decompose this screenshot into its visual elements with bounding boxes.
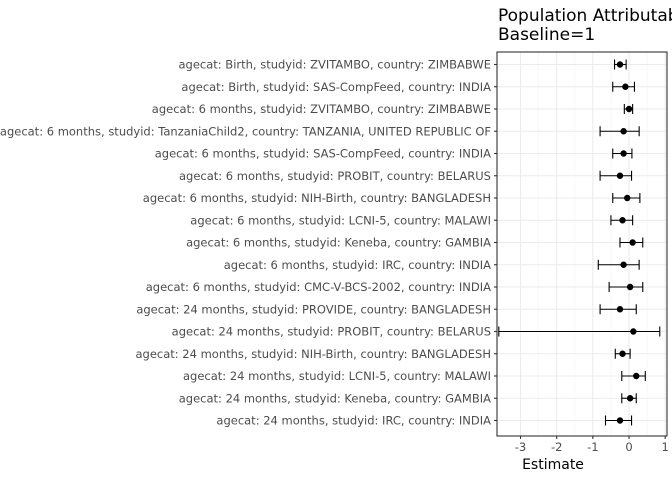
estimate-point <box>620 128 627 135</box>
estimate-point <box>624 194 631 202</box>
y-tick-label: agecat: 6 months, studyid: Keneba, count… <box>186 236 491 250</box>
y-tick-label: agecat: 6 months, studyid: LCNI-5, count… <box>190 213 491 227</box>
estimate-point <box>620 261 627 268</box>
y-tick-label: agecat: Birth, studyid: ZVITAMBO, countr… <box>178 58 491 72</box>
estimate-point <box>619 217 626 224</box>
panel-background <box>497 52 667 436</box>
estimate-point <box>622 83 629 90</box>
y-tick-label: agecat: 24 months, studyid: PROVIDE, cou… <box>136 302 491 316</box>
y-axis-labels: agecat: Birth, studyid: ZVITAMBO, countr… <box>0 58 497 428</box>
estimate-point <box>626 283 634 291</box>
estimate-point <box>616 172 624 179</box>
estimate-point <box>629 239 636 246</box>
y-tick-label: agecat: 24 months, studyid: IRC, country… <box>216 414 491 428</box>
estimate-point <box>626 395 634 402</box>
estimate-point <box>616 306 624 313</box>
y-tick-label: agecat: 24 months, studyid: LCNI-5, coun… <box>183 369 491 383</box>
y-tick-label: agecat: 6 months, studyid: NIH-Birth, co… <box>143 191 491 205</box>
x-tick-label: 1 <box>662 440 669 454</box>
estimate-point <box>625 105 633 113</box>
estimate-point <box>619 350 626 357</box>
y-tick-label: agecat: 6 months, studyid: IRC, country:… <box>224 258 491 272</box>
y-tick-label: agecat: Birth, studyid: SAS-CompFeed, co… <box>181 80 491 94</box>
y-tick-label: agecat: 6 months, studyid: ZVITAMBO, cou… <box>152 102 491 116</box>
x-tick-label: -1 <box>587 440 598 454</box>
x-tick-label: -2 <box>551 440 562 454</box>
y-tick-label: agecat: 6 months, studyid: CMC-V-BCS-200… <box>146 280 491 294</box>
estimate-point <box>616 61 624 68</box>
x-axis: -3 -2 -1 0 1 <box>515 436 669 454</box>
estimate-point <box>616 417 624 424</box>
y-tick-label: agecat: 6 months, studyid: SAS-CompFeed,… <box>155 147 491 161</box>
x-tick-label: -3 <box>515 440 526 454</box>
estimate-point <box>633 372 640 380</box>
grid-lines <box>497 52 667 436</box>
chart-marks <box>498 59 661 426</box>
y-tick-label: agecat: 6 months, studyid: TanzaniaChild… <box>0 124 491 138</box>
estimate-point <box>630 328 637 335</box>
chart-title-line-2: Baseline=1 <box>498 25 595 45</box>
chart-title-line-1: Population Attributable <box>498 6 672 26</box>
y-tick-label: agecat: 24 months, studyid: NIH-Birth, c… <box>135 347 491 361</box>
x-axis-title: Estimate <box>522 457 584 473</box>
panel-border <box>496 51 668 437</box>
y-tick-label: agecat: 24 months, studyid: Keneba, coun… <box>179 391 491 405</box>
y-tick-label: agecat: 6 months, studyid: PROBIT, count… <box>179 169 491 183</box>
y-tick-label: agecat: 24 months, studyid: PROBIT, coun… <box>172 325 491 339</box>
estimate-point <box>620 150 627 157</box>
x-tick-label: 0 <box>625 440 632 454</box>
